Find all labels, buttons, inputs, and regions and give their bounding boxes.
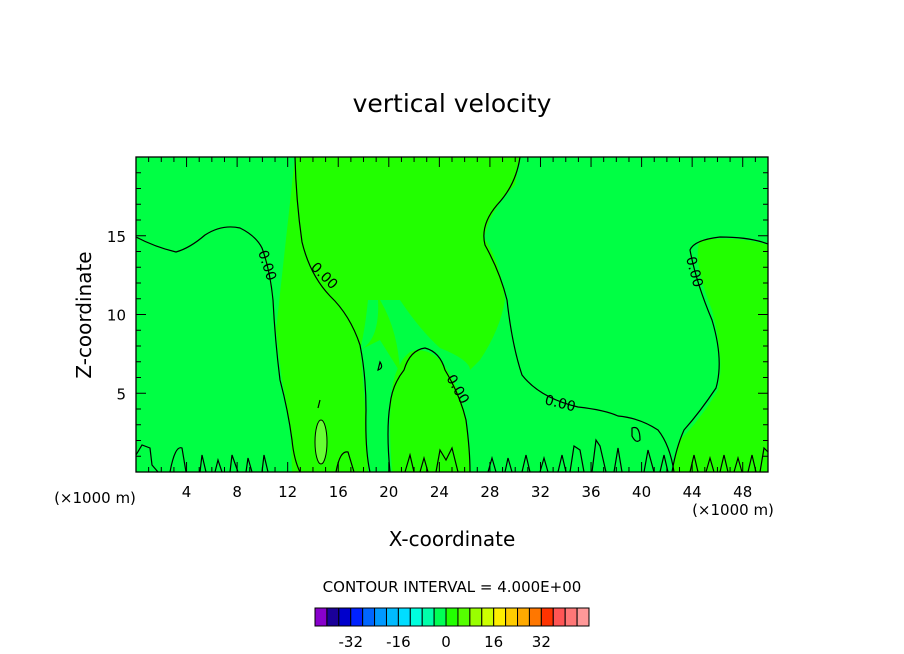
x-tick-label: 4 xyxy=(182,483,192,501)
positive-region-plume xyxy=(390,350,469,472)
colorbar-tick-label: 0 xyxy=(441,633,451,651)
colorbar-swatch xyxy=(481,607,495,627)
colorbar-tick-label: -16 xyxy=(386,633,411,651)
colorbar-swatch xyxy=(552,607,566,627)
x-tick-label: 32 xyxy=(531,483,550,501)
contour-interval-text: CONTOUR INTERVAL = 4.000E+00 xyxy=(323,578,582,596)
contour-line-center-left xyxy=(294,156,371,473)
x-tick-label: 16 xyxy=(329,483,348,501)
contour-label-4: 0.00 xyxy=(543,392,577,415)
colorbar-swatch xyxy=(397,607,411,627)
z-tick-label: 10 xyxy=(107,307,126,325)
colorbar-swatch xyxy=(469,607,483,627)
y-axis-label: Z-coordinate xyxy=(72,251,96,378)
colorbar xyxy=(314,607,590,627)
z-unit-note: (×1000 m) xyxy=(54,489,136,507)
colorbar-swatch xyxy=(374,607,387,627)
colorbar-swatch xyxy=(564,607,578,627)
colorbar-swatch xyxy=(457,607,471,627)
colorbar-tick-label: -32 xyxy=(338,633,363,651)
x-tick-label: 24 xyxy=(430,483,449,501)
colorbar-swatch xyxy=(445,607,459,627)
x-axis-label: X-coordinate xyxy=(389,527,516,551)
x-tick-label: 36 xyxy=(581,483,600,501)
x-tick-label: 8 xyxy=(232,483,242,501)
contour-line-left xyxy=(135,226,301,473)
x-tick-label: 48 xyxy=(733,483,752,501)
colorbar-swatch xyxy=(326,607,340,627)
x-tick-label: 12 xyxy=(278,483,297,501)
contour-labels: 0.00 0.00 0.00 0.00 0.00 xyxy=(254,248,705,415)
colorbar-swatch xyxy=(409,607,423,627)
colorbar-swatch xyxy=(350,607,364,627)
x-tick-label: 40 xyxy=(632,483,651,501)
x-tick-labels: 4 8 12 16 20 24 28 32 36 40 44 48 xyxy=(182,483,752,501)
negative-region-center2 xyxy=(360,157,768,472)
colorbar-swatch xyxy=(540,607,554,627)
colorbar-swatch xyxy=(338,607,352,627)
contour-plot xyxy=(136,157,768,472)
colorbar-swatch xyxy=(314,607,328,627)
contour-line-far-right xyxy=(671,236,769,473)
negative-region-center xyxy=(360,340,400,472)
x-tick-label: 44 xyxy=(683,483,702,501)
colorbar-swatch xyxy=(362,607,376,627)
colorbar-swatch xyxy=(421,607,435,627)
colorbar-swatch xyxy=(493,607,507,627)
contour-label-5: 0.00 xyxy=(682,255,706,289)
x-unit-note: (×1000 m) xyxy=(692,501,774,519)
colorbar-swatch xyxy=(576,607,590,627)
colorbar-swatch xyxy=(433,607,447,627)
weak-updraft-cell xyxy=(314,419,328,465)
colorbar-tick-label: 32 xyxy=(532,633,551,651)
contour-lines xyxy=(135,156,769,473)
colorbar-labels: -32 -16 0 16 32 xyxy=(338,633,550,651)
contour-ripples xyxy=(135,360,769,473)
colorbar-swatch xyxy=(505,607,519,627)
positive-region-wedge xyxy=(262,157,368,472)
contour-line-plume xyxy=(387,347,471,473)
x-tick-label: 28 xyxy=(480,483,499,501)
z-tick-labels: 5 10 15 xyxy=(107,228,126,404)
z-tick-label: 15 xyxy=(107,228,126,246)
x-tick-label: 20 xyxy=(379,483,398,501)
axis-ticks xyxy=(136,157,768,472)
colorbar-tick-label: 16 xyxy=(484,633,503,651)
contour-line-right-trough xyxy=(483,156,675,473)
colorbar-swatch xyxy=(385,607,399,627)
z-tick-label: 5 xyxy=(116,385,126,403)
chart-title: vertical velocity xyxy=(353,89,552,118)
negative-region-left-low xyxy=(136,225,292,472)
colorbar-swatch xyxy=(528,607,542,627)
colorbar-swatch xyxy=(517,607,530,627)
